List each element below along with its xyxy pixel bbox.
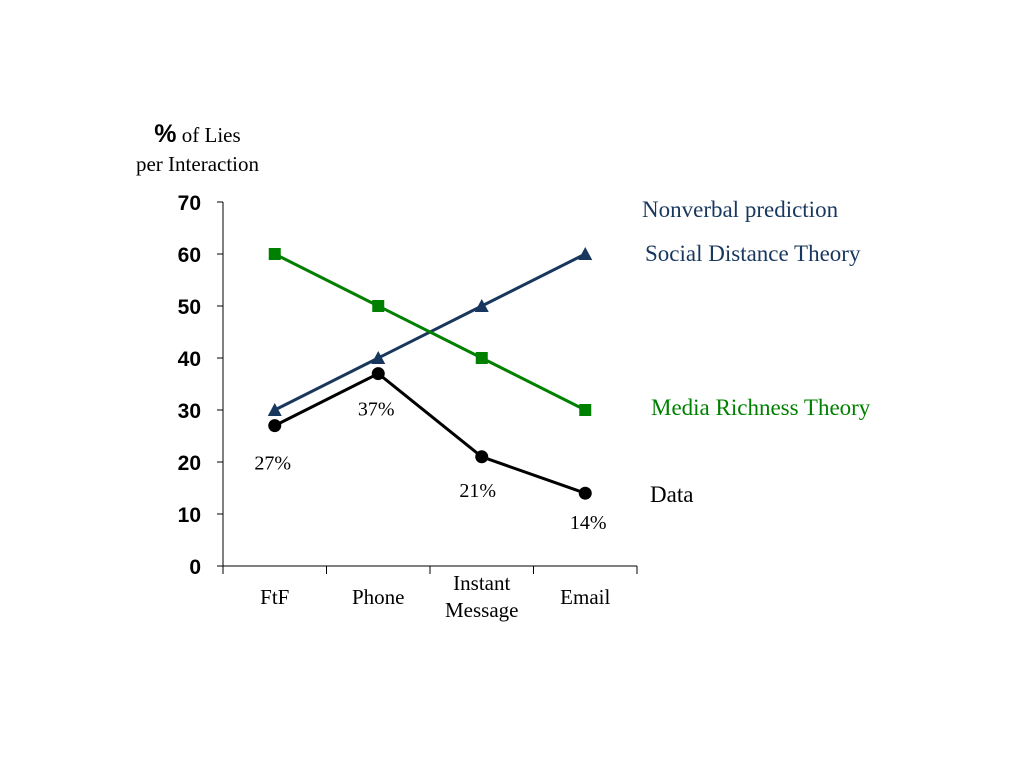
y-tick-label: 50 [178,296,201,319]
y-axis-title-symbol: % [154,120,177,148]
data-point [475,450,489,464]
x-tick-label: Phone [352,585,405,609]
data-point [371,351,386,364]
data-label: 21% [459,480,496,502]
data-label: 27% [254,453,291,475]
y-tick-label: 60 [178,244,201,267]
data-point [578,247,593,260]
data-label: 14% [570,512,607,534]
series-layer: 27% 37% 21% 14% [254,247,607,534]
y-axis-title-line2: per Interaction [135,152,260,176]
y-tick-label: 30 [178,400,201,423]
y-tick-label: 70 [178,192,201,215]
y-axis-title: % of Lies per Interaction [110,120,285,179]
axes: 0 10 20 30 40 50 60 70 FtF Phone Instant Message Ema… [178,192,638,622]
data-point [268,248,281,260]
series-line [274,252,586,412]
y-tick-label: 40 [178,348,201,371]
data-point [474,299,489,312]
data-point [371,367,385,381]
data-point [578,486,592,500]
x-tick-label: FtF [260,585,289,609]
data-point [372,300,385,312]
legend-heading: Nonverbal prediction [642,197,839,222]
data-label: 37% [358,399,395,421]
data-point [268,419,282,433]
legend-entry: Media Richness Theory [651,395,871,420]
x-tick-label: Email [560,585,610,609]
data-point [579,404,592,416]
data-point [267,403,282,416]
data-point [475,352,488,364]
y-axis-title-line1: of Lies [176,123,241,147]
y-tick-label: 0 [189,556,201,579]
y-tick-label: 10 [178,504,201,527]
y-tick-label: 20 [178,452,201,475]
x-tick-label: Instant Message [445,571,518,622]
legend-entry: Data [650,482,693,507]
series-line [274,371,586,495]
legend: Nonverbal prediction Social Distance Theo… [642,197,871,507]
legend-entry: Social Distance Theory [645,241,861,266]
